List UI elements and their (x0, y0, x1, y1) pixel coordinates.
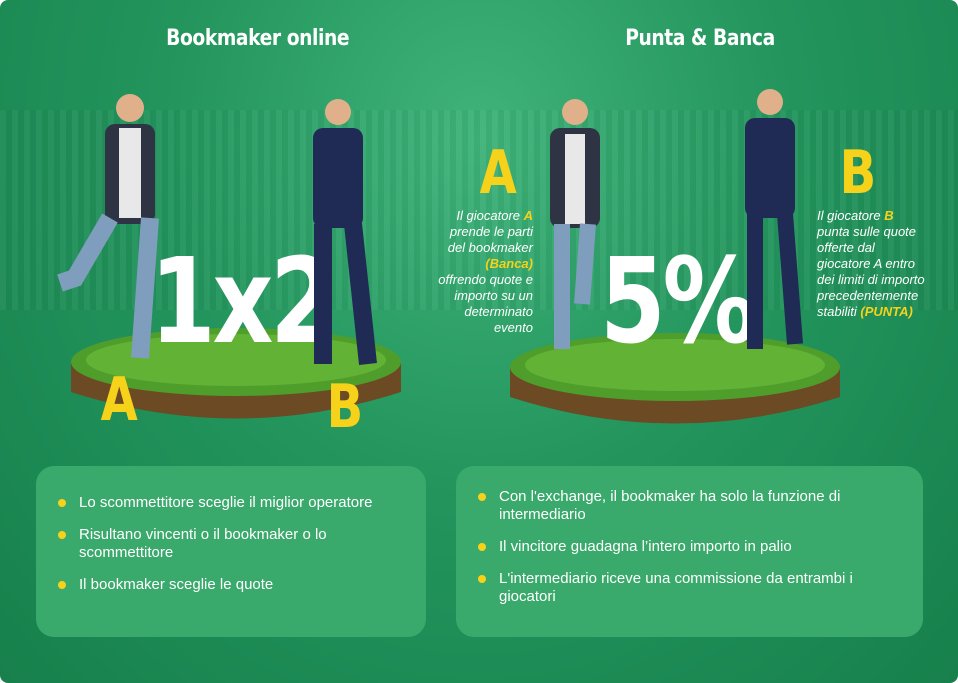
label-a-right: A (479, 138, 517, 208)
bullet-icon (478, 575, 486, 583)
list-item: Il vincitore guadagna l’intero importo i… (478, 538, 899, 556)
player-a-right-figure (550, 99, 600, 349)
list-item: Risultano vincenti o il bookmaker o lo s… (58, 526, 402, 562)
right-title: Punta & Banca (625, 26, 775, 51)
player-b-left-figure (313, 99, 377, 365)
label-b-left: B (326, 372, 364, 442)
bullet-icon (58, 499, 66, 507)
bullet-icon (58, 581, 66, 589)
big-text-5-percent: 5% (600, 232, 757, 370)
right-info-box: Con l'exchange, il bookmaker ha solo la … (456, 466, 923, 637)
bullet-icon (58, 531, 66, 539)
label-b-right: B (839, 138, 877, 208)
left-info-box: Lo scommettitore sceglie il miglior oper… (36, 466, 426, 637)
big-text-1x2: 1x2 (150, 232, 336, 370)
grass-platform-right (510, 333, 840, 424)
bullet-icon (478, 543, 486, 551)
label-a-left: A (100, 365, 138, 435)
list-item: Lo scommettitore sceglie il miglior oper… (58, 494, 402, 512)
player-b-right-figure (745, 89, 803, 349)
list-item: L'intermediario riceve una commissione d… (478, 570, 899, 606)
list-item: Con l'exchange, il bookmaker ha solo la … (478, 488, 899, 524)
player-a-description: Il giocatore A prende le parti del bookm… (438, 208, 533, 335)
stadium-background (0, 110, 958, 310)
bullet-icon (478, 493, 486, 501)
left-title: Bookmaker online (166, 26, 350, 51)
player-b-description: Il giocatore B punta sulle quote offerte… (817, 208, 925, 319)
list-item: Il bookmaker sceglie le quote (58, 576, 402, 594)
player-a-left-figure (57, 94, 159, 359)
